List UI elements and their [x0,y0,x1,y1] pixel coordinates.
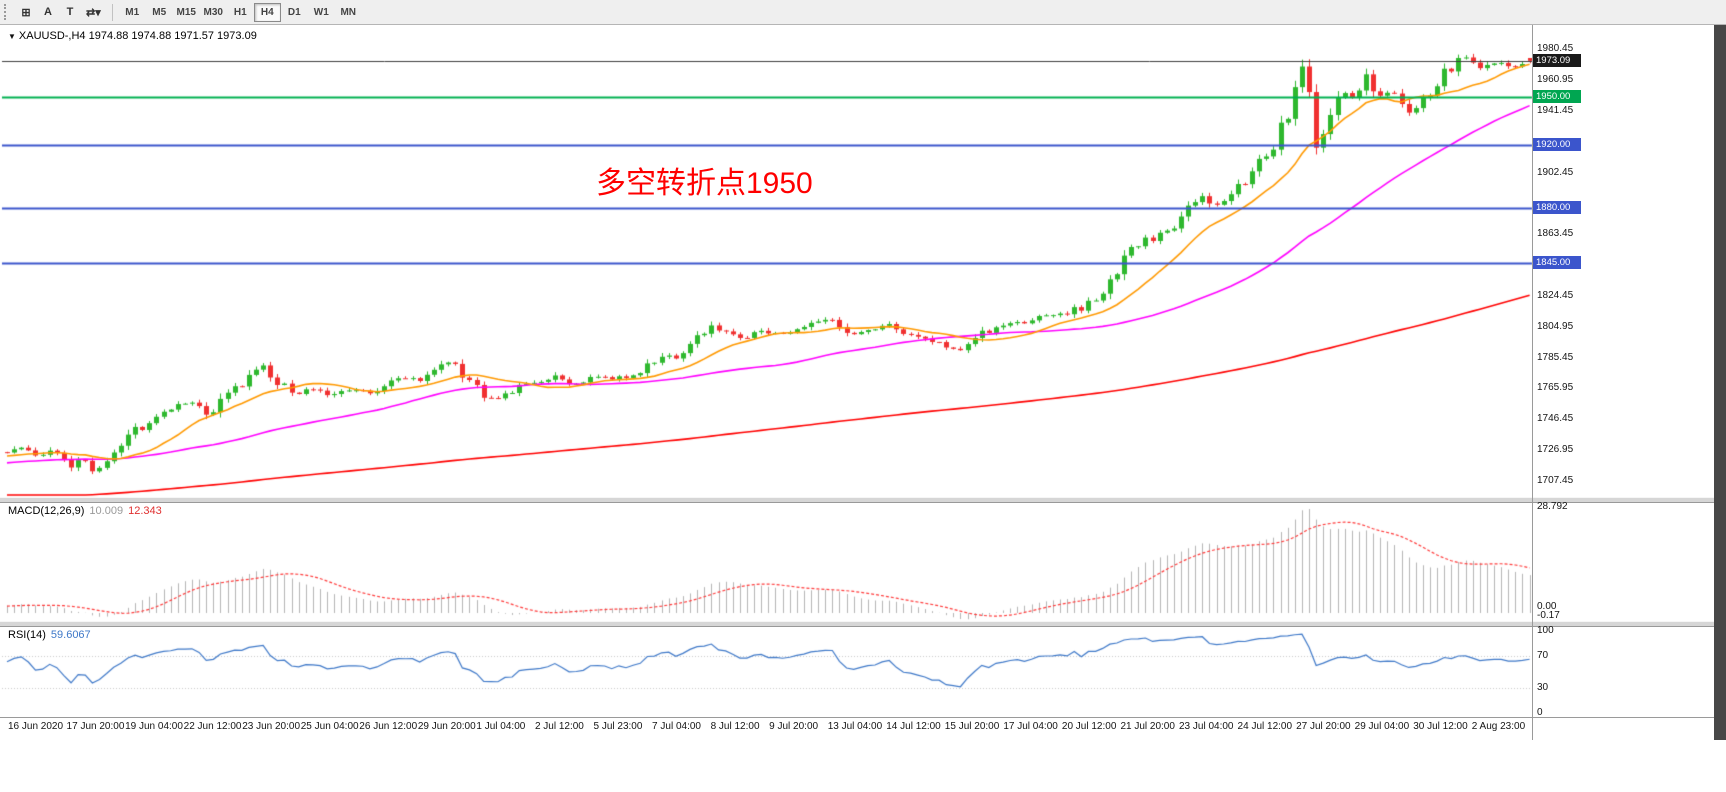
rsi-name: RSI(14) [8,629,46,641]
price-axis-label: 1824.45 [1537,289,1574,301]
rsi-axis-label: 0 [1537,707,1543,718]
macd-axis-label: -0.17 [1537,610,1560,621]
time-axis-label: 13 Jul 04:00 [827,721,883,732]
price-tag-1950-00: 1950.00 [1533,90,1581,104]
timeframe-button-m15[interactable]: M15 [173,3,200,22]
time-axis-label: 25 Jun 04:00 [300,721,359,732]
rsi-axis-label: 70 [1537,649,1549,661]
text-tool-button[interactable]: T [60,3,80,22]
rsi-axis-label: 100 [1537,625,1554,636]
time-axis-label: 29 Jul 04:00 [1354,721,1410,732]
macd-main-value: 10.009 [89,505,124,517]
toolbar: ⊞ A T ⇄▾ M1 M5 M15 M30 H1 H4 D1 W1 MN [0,0,1726,25]
time-axis-label: 20 Jul 12:00 [1061,721,1117,732]
grid-icon: ⊞ [21,6,31,19]
time-axis-label: 2 Jul 12:00 [534,721,584,732]
panel-separator-macd[interactable] [0,497,1726,503]
time-axis-label: 26 Jun 12:00 [359,721,418,732]
time-axis-label: 23 Jul 04:00 [1179,721,1234,732]
annotation-text: 多空转折点1950 [596,167,813,200]
time-axis-label: 5 Jul 23:00 [593,721,643,732]
time-axis-label: 22 Jun 12:00 [183,721,242,732]
time-axis-label: 8 Jul 12:00 [710,721,760,732]
toolbar-separator [111,3,113,21]
time-axis-label: 30 Jul 12:00 [1413,721,1468,732]
price-tag-1973-09: 1973.09 [1533,53,1581,67]
price-tag-1920-00: 1920.00 [1533,137,1581,151]
time-axis-label: 2 Aug 23:00 [1471,721,1526,732]
price-axis-label: 1785.45 [1537,351,1574,363]
time-axis-divider [0,717,1714,718]
time-axis-label: 1 Jul 04:00 [476,721,526,732]
chart-ohlc-text: XAUUSD-,H4 1974.88 1974.88 1971.57 1973.… [18,30,257,42]
time-axis-label: 7 Jul 04:00 [652,721,701,732]
timeframe-button-mn[interactable]: MN [335,3,362,22]
time-axis-label: 17 Jul 04:00 [1003,721,1058,732]
price-tag-1880-00: 1880.00 [1533,201,1581,215]
timeframe-button-h1[interactable]: H1 [227,3,254,22]
time-axis-label: 21 Jul 20:00 [1120,721,1175,732]
time-axis-label: 27 Jul 20:00 [1296,721,1351,732]
time-axis-label: 15 Jul 20:00 [944,721,1000,732]
grid-button[interactable]: ⊞ [16,3,36,22]
timeframe-button-w1[interactable]: W1 [308,3,335,22]
price-axis-label: 1707.45 [1537,474,1574,486]
time-axis-label: 23 Jun 20:00 [242,721,301,732]
timeframe-button-m5[interactable]: M5 [146,3,173,22]
timeframe-button-h4[interactable]: H4 [253,2,281,22]
time-axis-label: 29 Jun 20:00 [417,721,476,732]
time-axis-label: 24 Jul 12:00 [1237,721,1293,732]
price-axis-label: 1902.45 [1537,166,1574,178]
text-annotation-button[interactable]: A [38,3,58,22]
price-axis-divider [1532,25,1533,740]
timeframe-button-d1[interactable]: D1 [281,3,308,22]
rsi-axis-label: 30 [1537,682,1549,694]
price-axis-label: 1960.95 [1537,74,1574,86]
macd-label: MACD(12,26,9) 10.009 12.343 [8,505,167,517]
price-axis-label: 1980.45 [1537,43,1574,55]
chart-marker-icon: ▼ [8,32,16,41]
letter-a-icon: A [44,6,52,18]
price-axis-label: 1941.45 [1537,104,1574,116]
toolbar-drag-handle[interactable] [4,4,9,20]
macd-signal-value: 12.343 [128,505,162,517]
timeframe-button-m30[interactable]: M30 [200,3,227,22]
time-axis-label: 14 Jul 12:00 [886,721,941,732]
macd-name: MACD(12,26,9) [8,505,85,517]
macd-axis-label: 0.00 [1537,601,1557,612]
price-axis-label: 1746.45 [1537,413,1574,425]
chart-ohlc-header: ▼ XAUUSD-,H4 1974.88 1974.88 1971.57 1973… [8,30,257,42]
time-axis-label: 9 Jul 20:00 [769,721,819,732]
macd-axis-label: 28.792 [1537,501,1568,512]
cycle-dropdown-button[interactable]: ⇄▾ [82,3,105,22]
rsi-value: 59.6067 [50,629,91,641]
cycle-arrows-icon: ⇄▾ [86,6,101,19]
price-axis-label: 1804.95 [1537,320,1574,332]
time-axis-label: 19 Jun 04:00 [125,721,183,732]
price-axis-label: 1726.95 [1537,444,1574,456]
panel-separator-rsi[interactable] [0,621,1726,627]
timeframe-button-m1[interactable]: M1 [119,3,146,22]
price-tag-1845-00: 1845.00 [1533,256,1581,270]
time-axis-label: 17 Jun 20:00 [66,721,125,732]
price-axis-label: 1765.95 [1537,382,1574,394]
timeframe-button-group: M1 M5 M15 M30 H1 H4 D1 W1 MN [119,2,362,22]
letter-t-icon: T [66,6,74,18]
price-axis-label: 1863.45 [1537,228,1574,240]
time-axis-label: 16 Jun 2020 [8,721,64,732]
rsi-label: RSI(14) 59.6067 [8,629,96,641]
window-right-edge [1714,25,1726,740]
